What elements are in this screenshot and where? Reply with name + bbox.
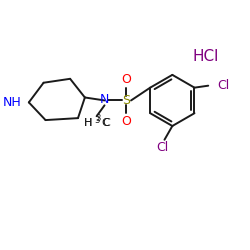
Text: HCl: HCl: [192, 49, 219, 64]
Text: H: H: [84, 118, 93, 128]
Text: H: H: [84, 118, 93, 128]
Text: Cl: Cl: [156, 141, 169, 154]
Text: NH: NH: [3, 96, 22, 109]
Text: C: C: [102, 118, 109, 128]
Text: S: S: [122, 94, 130, 107]
Text: 3: 3: [95, 116, 100, 125]
Text: Cl: Cl: [217, 79, 229, 92]
Text: O: O: [121, 114, 131, 128]
Text: N: N: [100, 93, 109, 106]
Text: 3: 3: [96, 114, 101, 123]
Text: C: C: [102, 118, 110, 128]
Text: O: O: [121, 73, 131, 86]
